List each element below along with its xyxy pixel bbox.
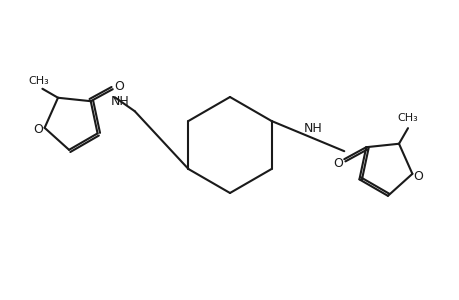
Text: CH₃: CH₃ [28, 76, 49, 86]
Text: O: O [413, 170, 422, 183]
Text: NH: NH [110, 95, 129, 108]
Text: O: O [333, 157, 342, 170]
Text: O: O [113, 80, 123, 93]
Text: O: O [34, 123, 44, 136]
Text: CH₃: CH₃ [397, 113, 418, 123]
Text: NH: NH [303, 122, 322, 135]
